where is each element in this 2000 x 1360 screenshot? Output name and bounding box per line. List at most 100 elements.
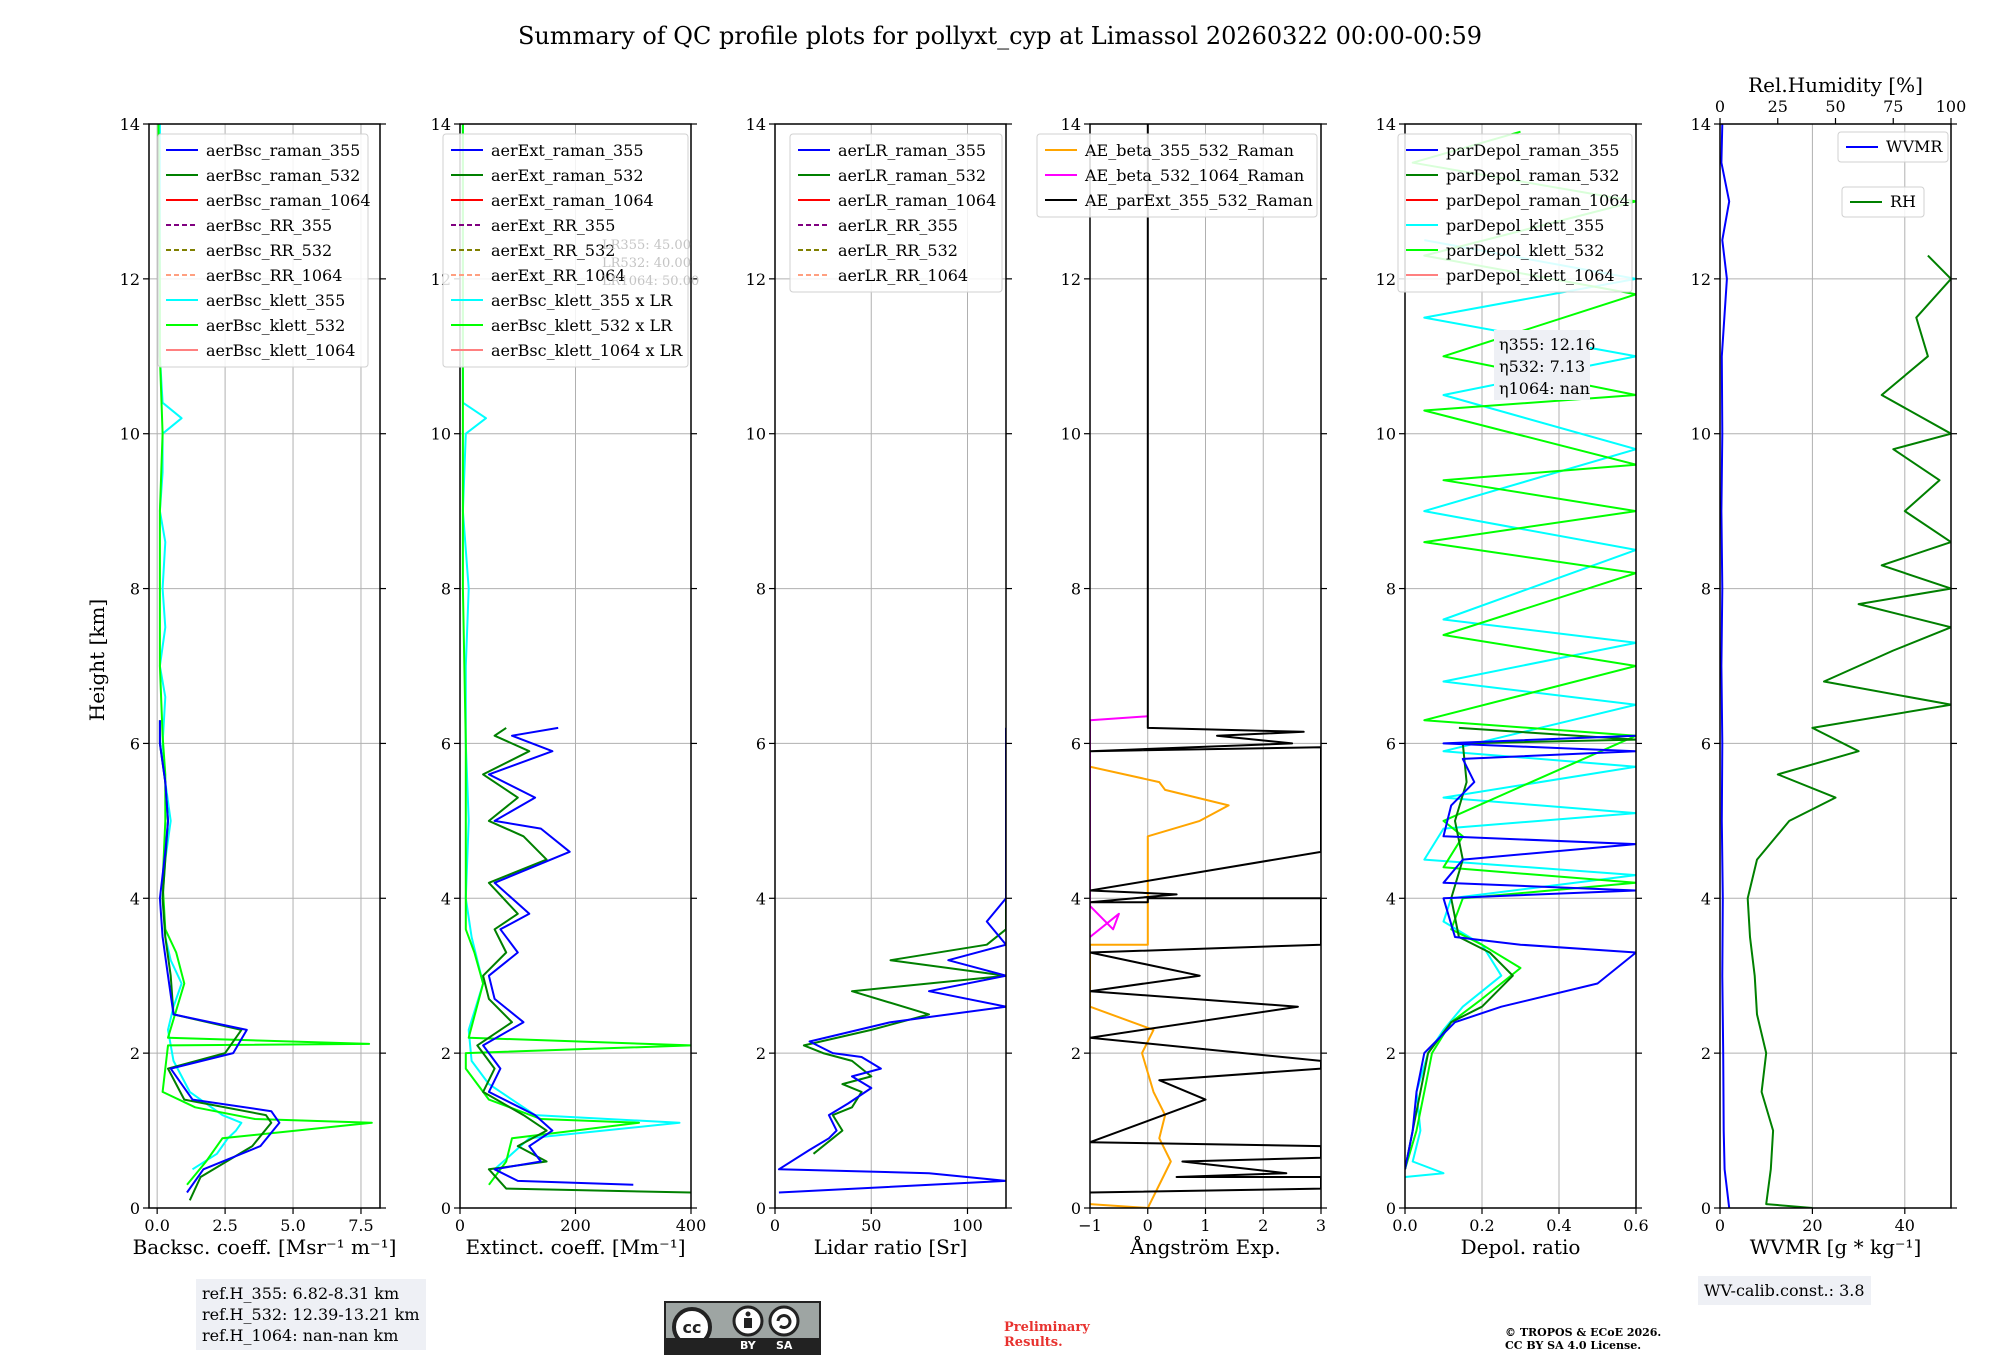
- top-x-tick-label: 75: [1883, 97, 1903, 116]
- wv-calib-box: WV-calib.const.: 3.8: [1698, 1276, 1871, 1305]
- top-x-axis-label: Rel.Humidity [%]: [1748, 73, 1923, 97]
- x-tick-label: 0.6: [1623, 1216, 1648, 1235]
- legend-box: [1841, 186, 1925, 218]
- legend-label-aerBsc_raman_1064: aerBsc_raman_1064: [206, 191, 371, 210]
- series-line-aerBsc_raman_355: [158, 720, 281, 1194]
- legend-label-aerExt_raman_1064: aerExt_raman_1064: [491, 191, 654, 210]
- x-tick-label: 2: [1258, 1216, 1268, 1235]
- y-tick-label: 0: [1386, 1199, 1396, 1218]
- axes-frame: [774, 123, 1007, 1209]
- cc-sa-label: SA: [776, 1339, 793, 1352]
- series-line-AE_beta_532_1064_Raman: [1090, 715, 1148, 938]
- series-group: [1405, 130, 1636, 1178]
- y-tick-label: 2: [756, 1044, 766, 1063]
- legend-label-AE_beta_532_1064_Raman: AE_beta_532_1064_Raman: [1084, 166, 1304, 185]
- legend-label-aerBsc_raman_532: aerBsc_raman_532: [206, 166, 360, 185]
- x-tick-label: 50: [861, 1216, 881, 1235]
- y-tick-label: 8: [756, 580, 766, 599]
- axes-frame: [1719, 123, 1952, 1209]
- legend-label-parDepol_raman_532: parDepol_raman_532: [1446, 166, 1619, 185]
- x-tick-label: −1: [1078, 1216, 1102, 1235]
- legend-label-aerBsc_klett_532 x LR: aerBsc_klett_532 x LR: [491, 316, 673, 335]
- reference-heights-box: ref.H_355: 6.82-8.31 km ref.H_532: 12.39…: [196, 1279, 426, 1350]
- preliminary-line-1: Preliminary: [1004, 1320, 1090, 1335]
- wv-calib-text: WV-calib.const.: 3.8: [1704, 1281, 1865, 1300]
- legend-box: [1036, 133, 1318, 218]
- legend-label-aerLR_raman_532: aerLR_raman_532: [838, 166, 986, 185]
- series-line-aerBsc_raman_532: [158, 720, 273, 1201]
- legend-label-aerBsc_klett_355: aerBsc_klett_355: [206, 291, 345, 310]
- sa-share-icon: [768, 1305, 800, 1337]
- y-tick-label: 12: [1691, 270, 1711, 289]
- x-tick-label: 1: [1200, 1216, 1210, 1235]
- lr-annotation-532: LR532: 40.00: [602, 256, 691, 271]
- series-line-AE_beta_355_532_Raman: [1090, 765, 1230, 1208]
- cc-logo-icon: cc: [672, 1305, 800, 1339]
- legend-label-aerLR_RR_355: aerLR_RR_355: [838, 216, 958, 235]
- legend-label-parDepol_klett_355: parDepol_klett_355: [1446, 216, 1604, 235]
- legend-label-aerLR_RR_532: aerLR_RR_532: [838, 241, 958, 260]
- x-tick-label: 3: [1316, 1216, 1326, 1235]
- lr-annotation-355: LR355: 45.00: [602, 238, 691, 253]
- series-line-RH: [1746, 254, 1951, 1208]
- cc-license-badge[interactable]: cc BY SA: [664, 1301, 821, 1355]
- legend-label-parDepol_klett_532: parDepol_klett_532: [1446, 241, 1604, 260]
- y-tick-label: 8: [130, 580, 140, 599]
- x-tick-label: 200: [560, 1216, 591, 1235]
- y-tick-label: 10: [120, 425, 140, 444]
- y-tick-label: 8: [1386, 580, 1396, 599]
- x-tick-label: 7.5: [348, 1216, 373, 1235]
- x-tick-label: 5.0: [280, 1216, 305, 1235]
- y-tick-label: 2: [1701, 1044, 1711, 1063]
- y-tick-label: 14: [431, 115, 451, 134]
- legend-box: [442, 133, 689, 368]
- legend-label-aerExt_RR_1064: aerExt_RR_1064: [491, 266, 626, 285]
- cc-logo-text: cc: [683, 1318, 702, 1337]
- y-tick-label: 6: [756, 734, 766, 753]
- y-tick-label: 12: [1376, 270, 1396, 289]
- y-tick-label: 10: [1691, 425, 1711, 444]
- series-line-parDepol_klett_532: [1405, 130, 1636, 1170]
- legend-label-aerBsc_RR_355: aerBsc_RR_355: [206, 216, 332, 235]
- series-line-WVMR: [1720, 124, 1731, 1208]
- x-axis-label: WVMR [g * kg⁻¹]: [1750, 1235, 1922, 1259]
- series-line-aerBsc_klett_532: [157, 124, 373, 1186]
- legend-label-aerBsc_klett_355 x LR: aerBsc_klett_355 x LR: [491, 291, 673, 310]
- legend-box: [157, 133, 369, 368]
- series-group: [1720, 124, 1951, 1208]
- legend-label-aerExt_raman_355: aerExt_raman_355: [491, 141, 644, 160]
- y-tick-label: 12: [746, 270, 766, 289]
- y-tick-label: 0: [441, 1199, 451, 1218]
- panel-depol: 0 2 4 6 8 10 12 14 0.0 0.2 0.4 0.6 Depol. ratio parDe…: [1376, 115, 1649, 1259]
- legend-label-aerBsc_RR_532: aerBsc_RR_532: [206, 241, 332, 260]
- y-tick-label: 4: [756, 889, 766, 908]
- y-tick-label: 6: [130, 734, 140, 753]
- x-tick-label: 2.5: [212, 1216, 237, 1235]
- series-line-parDepol_raman_355: [1405, 734, 1636, 1170]
- series-line-aerLR_raman_532: [802, 727, 1006, 1155]
- legend-label-aerBsc_klett_1064: aerBsc_klett_1064: [206, 341, 355, 360]
- x-axis-label: Extinct. coeff. [Mm⁻¹]: [465, 1235, 685, 1259]
- series-group: [461, 124, 691, 1194]
- top-x-tick-label: 100: [1936, 97, 1967, 116]
- y-tick-label: 10: [746, 425, 766, 444]
- y-axis-label: Height [km]: [85, 599, 109, 721]
- legend-label-aerExt_RR_355: aerExt_RR_355: [491, 216, 615, 235]
- y-tick-label: 2: [1386, 1044, 1396, 1063]
- legend-label-aerLR_raman_355: aerLR_raman_355: [838, 141, 986, 160]
- x-tick-label: 0.0: [144, 1216, 169, 1235]
- legend-label-parDepol_raman_355: parDepol_raman_355: [1446, 141, 1619, 160]
- copyright-note: © TROPOS & ECoE 2026. CC BY SA 4.0 Licen…: [1505, 1326, 1661, 1352]
- ref-height-355: ref.H_355: 6.82-8.31 km: [202, 1284, 400, 1303]
- y-tick-label: 0: [1701, 1199, 1711, 1218]
- x-tick-label: 0: [1143, 1216, 1153, 1235]
- x-axis-label: Backsc. coeff. [Msr⁻¹ m⁻¹]: [133, 1235, 397, 1259]
- ref-height-532: ref.H_532: 12.39-13.21 km: [202, 1305, 420, 1324]
- copyright-line-2: CC BY SA 4.0 License.: [1505, 1339, 1642, 1352]
- y-tick-label: 4: [1386, 889, 1396, 908]
- eta-annotation-box: [1494, 330, 1590, 400]
